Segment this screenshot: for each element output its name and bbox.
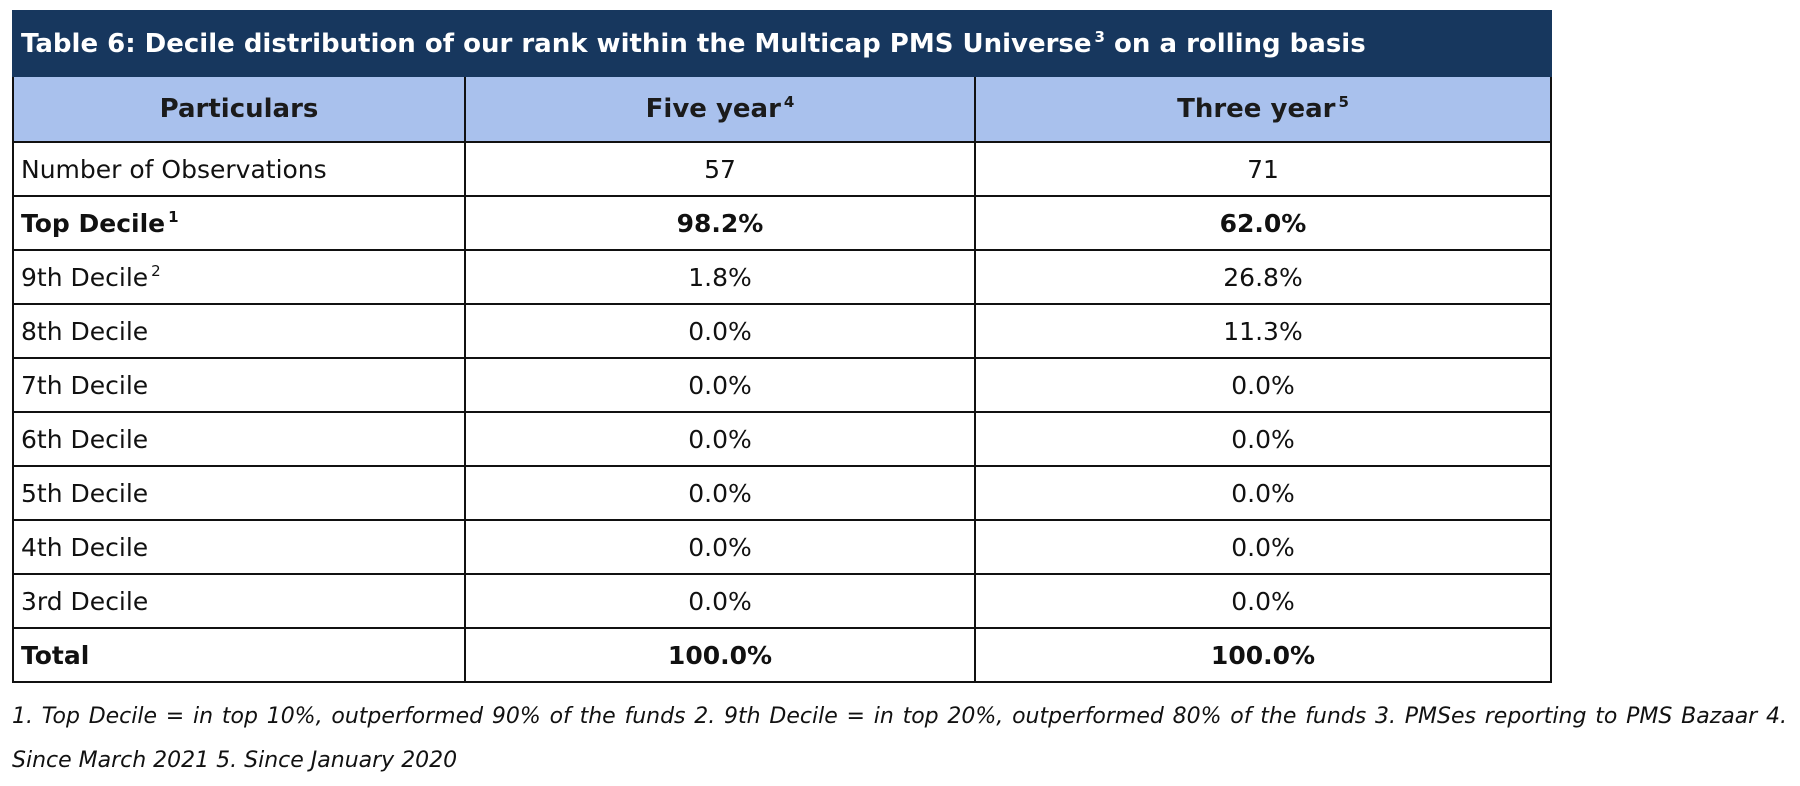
three-year-value: 100.0% (974, 627, 1552, 683)
three-year-value: 0.0% (974, 573, 1552, 629)
row-label-cell: 4th Decile (12, 519, 466, 575)
three-year-value: 0.0% (974, 411, 1552, 467)
three-year-value: 0.0% (974, 519, 1552, 575)
table-title-superscript: 3 (1094, 27, 1105, 46)
row-label-cell: 7th Decile (12, 357, 466, 413)
five-year-value: 0.0% (464, 573, 976, 629)
table-row: 5th Decile 0.0% 0.0% (12, 465, 1552, 521)
table-title-text: Table 6: Decile distribution of our rank… (21, 28, 1092, 59)
column-header-particulars: Particulars (12, 75, 466, 143)
three-year-value: 0.0% (974, 357, 1552, 413)
row-label: Top Decile (21, 208, 166, 238)
table-row: 8th Decile 0.0% 11.3% (12, 303, 1552, 359)
decile-distribution-table: Table 6: Decile distribution of our rank… (12, 10, 1552, 683)
table-footnote: 1. Top Decile = in top 10%, outperformed… (12, 704, 1787, 773)
table-title-suffix: on a rolling basis (1114, 28, 1366, 59)
table-body: Number of Observations 57 71 Top Decile 1 98.… (12, 141, 1552, 683)
column-header-superscript: 5 (1338, 93, 1349, 112)
table-header-row: Particulars Five year 4 Three year 5 (12, 75, 1552, 143)
column-header-superscript: 4 (783, 93, 795, 112)
five-year-value: 57 (464, 141, 976, 197)
five-year-value: 0.0% (464, 303, 976, 359)
row-label-cell: Total (12, 627, 466, 683)
table-row: 3rd Decile 0.0% 0.0% (12, 573, 1552, 629)
row-label: Total (21, 640, 90, 670)
table-row: 4th Decile 0.0% 0.0% (12, 519, 1552, 575)
row-label: 5th Decile (21, 478, 149, 508)
five-year-value: 0.0% (464, 411, 976, 467)
five-year-value: 0.0% (464, 465, 976, 521)
row-label-superscript: 1 (168, 208, 179, 227)
five-year-value: 100.0% (464, 627, 976, 683)
row-label-cell: 5th Decile (12, 465, 466, 521)
row-label-superscript: 2 (151, 262, 161, 281)
column-header-label: Five year (645, 94, 781, 124)
row-label: 7th Decile (21, 370, 149, 400)
row-label: 4th Decile (21, 532, 149, 562)
document-page: Table 6: Decile distribution of our rank… (12, 10, 1790, 783)
three-year-value: 26.8% (974, 249, 1552, 305)
row-label-cell: 3rd Decile (12, 573, 466, 629)
column-header-three-year: Three year 5 (974, 75, 1552, 143)
column-header-label: Particulars (159, 94, 319, 124)
row-label: 6th Decile (21, 424, 149, 454)
table-row: Total 100.0% 100.0% (12, 627, 1552, 683)
row-label-cell: Top Decile 1 (12, 195, 466, 251)
table-row: Number of Observations 57 71 (12, 141, 1552, 197)
row-label: 3rd Decile (21, 586, 149, 616)
table-row: 6th Decile 0.0% 0.0% (12, 411, 1552, 467)
row-label: 8th Decile (21, 316, 149, 346)
three-year-value: 11.3% (974, 303, 1552, 359)
column-header-label: Three year (1177, 94, 1336, 124)
table-title-row: Table 6: Decile distribution of our rank… (12, 10, 1552, 77)
three-year-value: 71 (974, 141, 1552, 197)
three-year-value: 62.0% (974, 195, 1552, 251)
five-year-value: 0.0% (464, 519, 976, 575)
table-row: 7th Decile 0.0% 0.0% (12, 357, 1552, 413)
table-row: Top Decile 1 98.2% 62.0% (12, 195, 1552, 251)
five-year-value: 1.8% (464, 249, 976, 305)
row-label-cell: 6th Decile (12, 411, 466, 467)
row-label: 9th Decile (21, 262, 149, 292)
three-year-value: 0.0% (974, 465, 1552, 521)
table-row: 9th Decile 2 1.8% 26.8% (12, 249, 1552, 305)
row-label: Number of Observations (21, 154, 327, 184)
row-label-cell: 9th Decile 2 (12, 249, 466, 305)
table-title: Table 6: Decile distribution of our rank… (12, 10, 1552, 77)
row-label-cell: Number of Observations (12, 141, 466, 197)
five-year-value: 98.2% (464, 195, 976, 251)
five-year-value: 0.0% (464, 357, 976, 413)
column-header-five-year: Five year 4 (464, 75, 976, 143)
row-label-cell: 8th Decile (12, 303, 466, 359)
